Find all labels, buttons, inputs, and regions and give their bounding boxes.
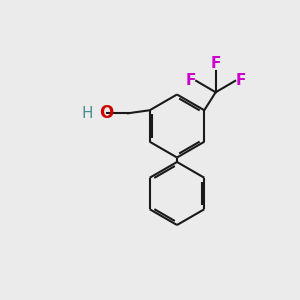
Text: F: F — [186, 74, 196, 88]
Text: F: F — [235, 74, 246, 88]
Text: F: F — [211, 56, 221, 71]
Text: O: O — [99, 104, 114, 122]
Text: H: H — [82, 106, 93, 121]
